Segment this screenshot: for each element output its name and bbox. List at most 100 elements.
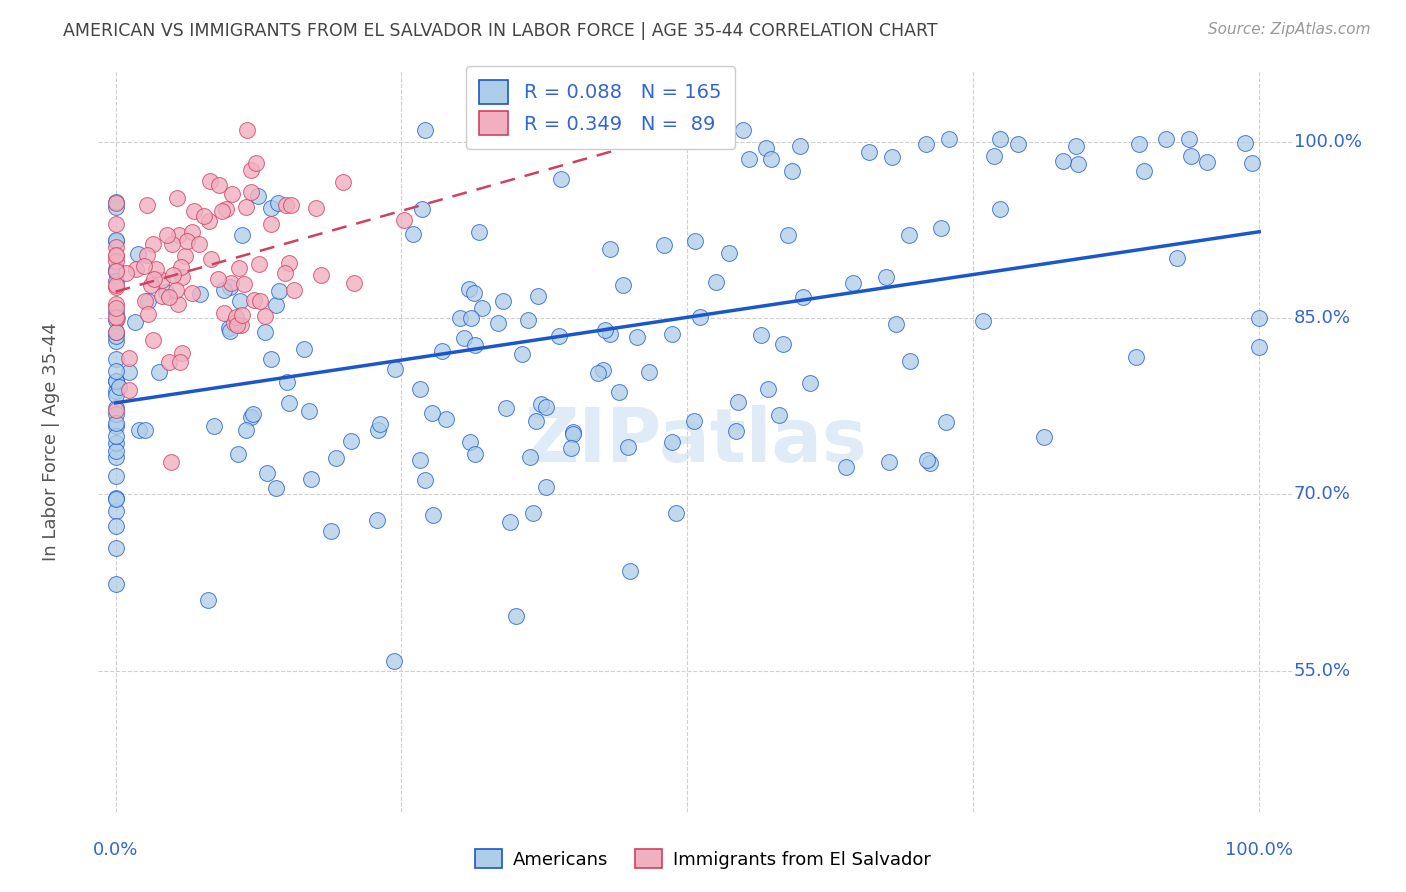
Point [169,355,191,369]
Point [104,310,127,325]
Point [107,311,129,326]
Point [599,327,621,342]
Point [104,352,127,367]
Point [463,285,485,300]
Point [221,187,243,202]
Point [239,186,262,200]
Point [104,200,127,214]
Text: 0.0%: 0.0% [93,841,138,859]
Point [938,132,960,146]
Point [264,481,287,495]
Point [471,301,494,315]
Point [453,331,475,345]
Point [759,152,782,166]
Point [789,138,811,153]
Point [104,274,127,288]
Point [104,262,127,277]
Point [524,414,547,428]
Point [988,132,1011,146]
Point [499,516,522,530]
Point [104,328,127,343]
Point [298,403,321,417]
Point [689,310,711,325]
Point [207,272,229,286]
Text: 100.0%: 100.0% [1294,133,1361,151]
Point [197,593,219,607]
Point [104,280,127,294]
Point [136,307,159,321]
Point [1180,149,1202,163]
Point [665,506,688,520]
Point [200,252,222,266]
Point [118,383,141,397]
Text: 85.0%: 85.0% [1294,310,1351,327]
Point [875,269,897,284]
Point [124,314,146,328]
Point [212,283,235,297]
Point [104,576,127,591]
Point [235,200,257,214]
Point [1125,351,1147,365]
Point [173,249,195,263]
Point [505,609,527,624]
Point [683,414,706,428]
Point [339,434,361,449]
Point [420,406,443,420]
Point [254,325,277,339]
Point [458,434,481,449]
Point [170,269,193,284]
Point [1249,310,1271,325]
Point [229,318,252,332]
Point [104,416,127,430]
Point [486,316,509,330]
Point [256,466,278,480]
Point [172,346,194,360]
Point [749,327,772,342]
Point [725,424,748,438]
Point [782,163,804,178]
Point [915,136,938,151]
Point [104,388,127,402]
Point [260,217,283,231]
Point [599,242,621,256]
Point [626,330,648,344]
Point [231,228,253,243]
Point [104,217,127,231]
Point [935,416,957,430]
Point [1177,132,1199,146]
Point [240,409,263,424]
Point [530,397,553,411]
Point [104,401,127,416]
Point [277,256,299,270]
Point [593,323,616,337]
Point [652,238,675,252]
Point [170,260,193,274]
Point [898,354,921,368]
Point [792,290,814,304]
Point [104,403,127,417]
Text: AMERICAN VS IMMIGRANTS FROM EL SALVADOR IN LABOR FORCE | AGE 35-44 CORRELATION C: AMERICAN VS IMMIGRANTS FROM EL SALVADOR … [63,22,938,40]
Point [249,293,271,308]
Point [972,313,994,327]
Point [104,325,127,339]
Point [226,447,249,461]
Point [858,145,880,159]
Point [432,344,454,359]
Point [104,194,127,209]
Text: ZIPatlas: ZIPatlas [524,405,868,478]
Point [1133,163,1156,178]
Point [408,453,430,467]
Point [880,150,903,164]
Point [267,284,290,298]
Point [382,654,405,668]
Point [218,321,240,335]
Point [104,265,127,279]
Point [292,343,315,357]
Point [215,202,238,216]
Point [495,401,517,416]
Point [104,325,127,339]
Point [202,419,225,434]
Point [118,351,141,366]
Point [104,247,127,261]
Point [107,379,129,393]
